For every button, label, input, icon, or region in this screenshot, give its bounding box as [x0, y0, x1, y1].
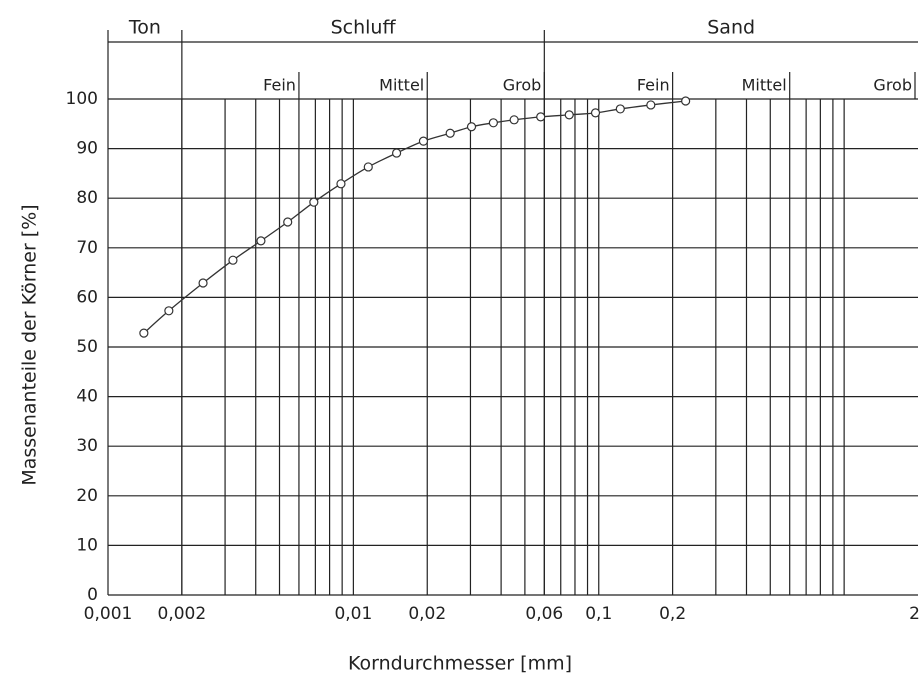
x-tick-label: 0,06 [525, 604, 563, 624]
data-point [309, 197, 319, 207]
y-tick-label: 50 [76, 337, 98, 357]
subclass-label: Mittel [742, 76, 787, 95]
subclass-label: Mittel [379, 76, 424, 95]
data-point [590, 108, 601, 118]
y-tick-label: 100 [66, 89, 98, 109]
data-point [536, 112, 546, 122]
class-label: Ton [128, 17, 161, 39]
subclass-label: Grob [503, 76, 542, 95]
data-point [198, 278, 208, 288]
data-point [681, 96, 691, 106]
y-axis-label: Massenanteile der Körner [%] [19, 204, 41, 485]
data-point [646, 100, 656, 110]
data-point [164, 306, 174, 316]
y-tick-label: 90 [76, 139, 98, 159]
data-point [139, 328, 149, 338]
data-point [336, 179, 346, 189]
data-point [256, 236, 266, 246]
y-tick-label: 60 [76, 287, 98, 307]
subclass-label: Fein [263, 76, 296, 95]
y-tick-label: 30 [76, 436, 98, 456]
data-point [283, 217, 293, 227]
x-tick-label: 0,02 [408, 604, 446, 624]
x-tick-label: 0,001 [84, 604, 133, 624]
subclass-label: Grob [873, 76, 912, 95]
data-point [564, 110, 574, 120]
class-label: Schluff [331, 17, 397, 39]
data-point [445, 128, 455, 138]
data-point [488, 118, 498, 128]
data-point [509, 115, 519, 125]
x-tick-label: 2 [909, 604, 920, 624]
data-point [391, 148, 402, 158]
x-tick-label: 0,2 [659, 604, 686, 624]
y-tick-label: 20 [76, 486, 98, 506]
y-tick-label: 70 [76, 238, 98, 258]
class-label: Sand [707, 17, 755, 39]
y-tick-label: 0 [87, 585, 98, 605]
y-tick-label: 40 [76, 387, 98, 407]
y-tick-label: 80 [76, 188, 98, 208]
x-tick-label: 0,002 [158, 604, 207, 624]
data-point [615, 104, 625, 114]
data-point [418, 136, 429, 146]
subclass-label: Fein [637, 76, 670, 95]
data-point [466, 122, 477, 132]
x-axis-label: Korndurchmesser [mm] [348, 653, 572, 675]
data-point [363, 162, 373, 172]
data-point [228, 255, 238, 265]
y-tick-label: 10 [76, 535, 98, 555]
x-tick-label: 0,01 [334, 604, 372, 624]
x-tick-label: 0,1 [585, 604, 612, 624]
